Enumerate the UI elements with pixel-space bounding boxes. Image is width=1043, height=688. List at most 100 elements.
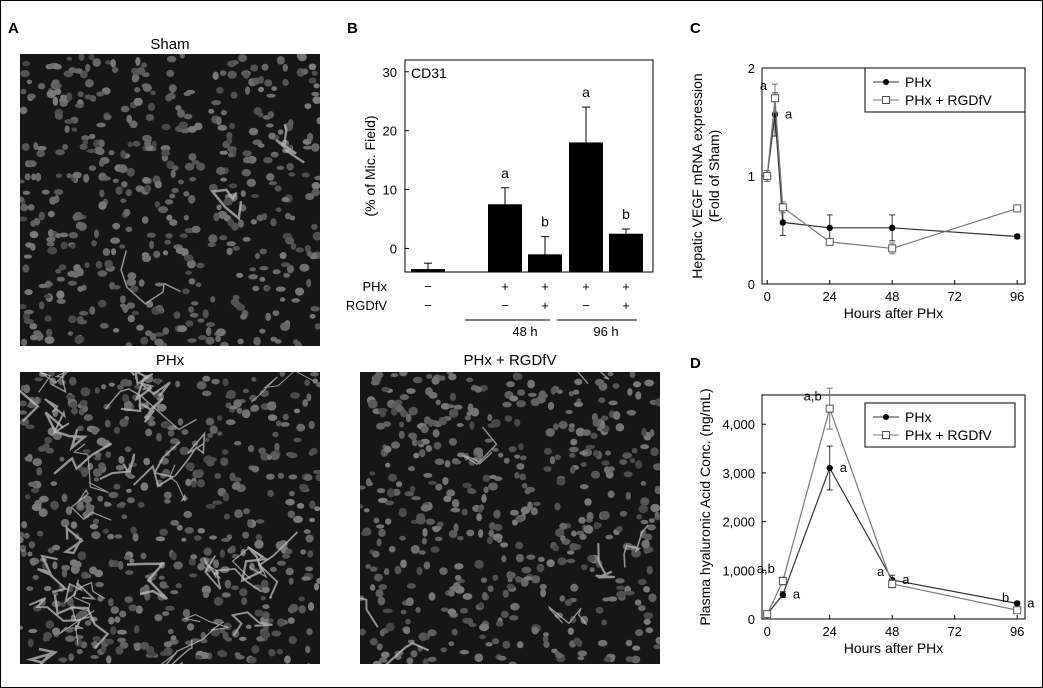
nucleus: [280, 422, 290, 427]
nucleus: [266, 173, 275, 181]
nucleus: [286, 163, 294, 171]
nucleus: [248, 445, 255, 453]
nucleus: [413, 452, 420, 459]
nucleus: [198, 335, 207, 341]
nucleus: [256, 214, 264, 222]
nucleus: [213, 618, 223, 624]
nucleus: [512, 372, 520, 381]
nucleus: [125, 226, 133, 232]
nucleus: [631, 548, 641, 558]
nucleus: [575, 427, 586, 437]
panel-b-label: B: [347, 20, 358, 37]
nucleus: [249, 394, 258, 402]
nucleus: [399, 394, 409, 401]
bar: [609, 233, 643, 272]
nucleus: [93, 139, 99, 148]
nucleus: [24, 173, 31, 181]
nucleus: [237, 338, 244, 345]
nucleus: [24, 532, 30, 539]
nucleus: [20, 106, 28, 115]
sham-micrograph: [20, 54, 320, 346]
nucleus: [84, 620, 92, 626]
nucleus: [219, 549, 226, 559]
nucleus: [616, 590, 626, 599]
nucleus: [310, 306, 320, 312]
nucleus: [379, 409, 386, 418]
x-tick-label: 72: [947, 289, 961, 304]
group-label: 96 h: [593, 324, 618, 339]
nucleus: [643, 586, 651, 593]
nucleus: [432, 429, 440, 438]
nucleus: [367, 399, 378, 409]
nucleus: [448, 438, 457, 446]
nucleus: [474, 653, 484, 662]
significance-label: b: [622, 206, 630, 222]
nucleus: [28, 628, 38, 634]
nucleus: [38, 446, 47, 452]
panel-d-label: D: [690, 355, 701, 372]
nucleus: [56, 290, 65, 299]
group-label: 48 h: [512, 324, 537, 339]
nucleus: [261, 63, 269, 71]
nucleus: [285, 237, 295, 245]
nucleus: [461, 508, 468, 516]
nucleus: [77, 502, 84, 510]
nucleus: [312, 378, 318, 384]
nucleus: [221, 592, 231, 598]
nucleus: [500, 542, 509, 548]
nucleus: [76, 268, 84, 277]
nucleus: [259, 276, 266, 282]
cd31-bar-chart: CD31 0 10 20 30 (% of Mic. Field) a b a b PHx − + + + +…: [346, 59, 654, 339]
vessel-stain: [133, 441, 181, 488]
nucleus: [191, 160, 200, 165]
nucleus: [113, 483, 121, 490]
nucleus: [451, 628, 458, 636]
rgdfv-image-title: PHx + RGDfV: [463, 352, 557, 369]
nucleus: [150, 90, 156, 96]
nucleus: [74, 634, 84, 640]
nucleus: [378, 584, 388, 590]
vessel-stain: [250, 372, 314, 403]
nucleus: [408, 432, 417, 439]
vessel-stain: [183, 613, 229, 631]
nucleus: [400, 609, 407, 615]
nucleus: [120, 149, 126, 159]
nucleus: [377, 488, 386, 494]
nucleus: [400, 559, 407, 568]
nucleus: [593, 449, 600, 458]
nucleus: [291, 298, 301, 303]
nucleus: [309, 313, 316, 319]
nucleus: [49, 196, 57, 205]
nucleus: [235, 303, 246, 311]
nucleus: [625, 639, 633, 647]
nucleus: [226, 137, 233, 145]
nucleus: [493, 509, 501, 519]
data-point: [888, 579, 897, 588]
nucleus: [187, 338, 197, 343]
nucleus: [231, 483, 241, 490]
nucleus: [106, 655, 112, 664]
nucleus: [208, 234, 218, 244]
nucleus: [637, 578, 647, 586]
nucleus: [425, 445, 433, 452]
nucleus: [68, 315, 77, 324]
nucleus: [612, 383, 620, 389]
nucleus: [216, 204, 222, 211]
nucleus: [549, 456, 556, 465]
nucleus: [138, 279, 145, 287]
nucleus: [60, 241, 68, 250]
nucleus: [99, 323, 109, 329]
nucleus: [162, 327, 170, 335]
nucleus: [44, 336, 55, 344]
nucleus: [66, 394, 76, 400]
vessel-stain: [203, 557, 221, 579]
nucleus: [288, 474, 298, 480]
nucleus: [410, 545, 420, 554]
nucleus: [65, 92, 73, 102]
nucleus: [125, 597, 132, 602]
nucleus: [316, 117, 320, 125]
nucleus: [556, 478, 566, 486]
nucleus: [459, 649, 470, 655]
nucleus: [126, 497, 135, 504]
nucleus: [228, 152, 234, 158]
